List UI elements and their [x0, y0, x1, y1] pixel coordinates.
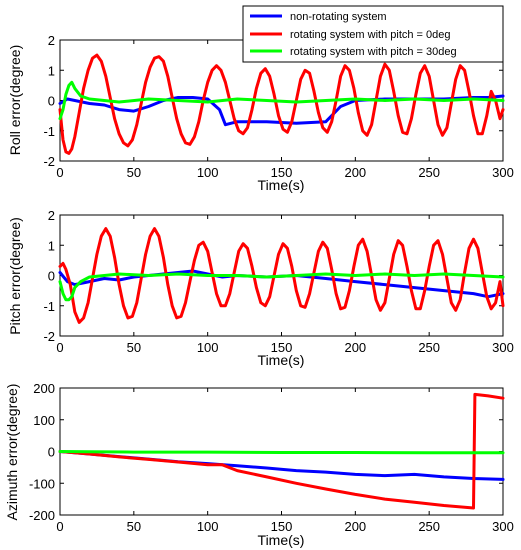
legend: non-rotating system rotating system with…	[242, 5, 504, 63]
y-tick-label: 200	[33, 381, 55, 396]
y-tick-label: -2	[43, 329, 55, 344]
y-tick-label: -1	[43, 299, 55, 314]
x-tick-label: 200	[344, 519, 366, 534]
legend-box	[242, 5, 504, 63]
y-tick-label: 0	[48, 445, 55, 460]
x-tick-label: 250	[418, 519, 440, 534]
y-tick-label: 1	[48, 238, 55, 253]
y-tick-label: 1	[48, 63, 55, 78]
x-tick-label: 50	[127, 165, 141, 180]
y-tick-label: 100	[33, 413, 55, 428]
x-tick-label: 250	[418, 165, 440, 180]
x-tick-label: 100	[197, 165, 219, 180]
series-line-rotating-system-with-pitch-0deg	[58, 53, 505, 155]
x-tick-label: 100	[197, 340, 219, 355]
series-layer	[58, 53, 505, 155]
y-tick-label: 0	[48, 269, 55, 284]
x-tick-label: 0	[56, 519, 63, 534]
y-tick-label: 2	[48, 33, 55, 48]
series-layer	[58, 227, 505, 324]
x-tick-label: 50	[127, 519, 141, 534]
y-tick-label: -100	[29, 476, 55, 491]
x-tick-label: 300	[492, 519, 514, 534]
x-tick-label: 100	[197, 519, 219, 534]
x-tick-label: 200	[344, 340, 366, 355]
x-tick-label: 50	[127, 340, 141, 355]
x-tick-label: 150	[271, 165, 293, 180]
legend-label-pitch-30: rotating system with pitch = 30deg	[290, 46, 457, 58]
x-tick-label: 250	[418, 340, 440, 355]
y-tick-label: -200	[29, 508, 55, 523]
x-axis-label: Time(s)	[258, 177, 305, 193]
series-line-rotating-system-with-pitch-30deg	[58, 450, 505, 455]
series-line-rotating-system-with-pitch-30deg	[58, 80, 505, 121]
x-axis-label: Time(s)	[258, 352, 305, 368]
y-axis-label: Roll error(degree)	[7, 45, 23, 155]
x-tick-label: 150	[271, 340, 293, 355]
y-tick-label: 0	[48, 94, 55, 109]
x-axis-label: Time(s)	[258, 532, 305, 548]
tick-layer: 0 50 100 150 200 250 300 -200 -100 0 100 200	[29, 381, 514, 534]
y-tick-label: -2	[43, 154, 55, 169]
series-line-rotating-system-with-pitch-0deg	[58, 392, 505, 510]
series-line-rotating-system-with-pitch-30deg	[58, 272, 505, 302]
azimuth-error-chart: 0 50 100 150 200 250 300 -200 -100 0 100 200 Time(s…	[4, 381, 514, 548]
legend-label-pitch-0: rotating system with pitch = 0deg	[290, 29, 451, 41]
x-tick-label: 0	[56, 165, 63, 180]
tick-layer: 0 50 100 150 200 250 300 -2 -1 0 1 2	[43, 208, 513, 355]
series-line-rotating-system-with-pitch-0deg	[58, 227, 505, 324]
x-tick-label: 200	[344, 165, 366, 180]
y-tick-label: 2	[48, 208, 55, 223]
legend-label-non-rotating: non-rotating system	[290, 11, 387, 23]
x-tick-label: 300	[492, 340, 514, 355]
y-axis-label: Azimuth error(degree)	[4, 384, 20, 521]
x-tick-label: 150	[271, 519, 293, 534]
series-layer	[58, 392, 505, 510]
y-axis-label: Pitch error(degree)	[7, 217, 23, 335]
roll-error-chart: 0 50 100 150 200 250 300 -2 -1 0 1 2 Time(s) Roll e…	[7, 5, 514, 193]
pitch-error-chart: 0 50 100 150 200 250 300 -2 -1 0 1 2 Time(s) Pitch …	[7, 208, 514, 368]
tick-layer: 0 50 100 150 200 250 300 -2 -1 0 1 2	[43, 33, 513, 180]
y-tick-label: -1	[43, 124, 55, 139]
x-tick-label: 0	[56, 340, 63, 355]
x-tick-label: 300	[492, 165, 514, 180]
